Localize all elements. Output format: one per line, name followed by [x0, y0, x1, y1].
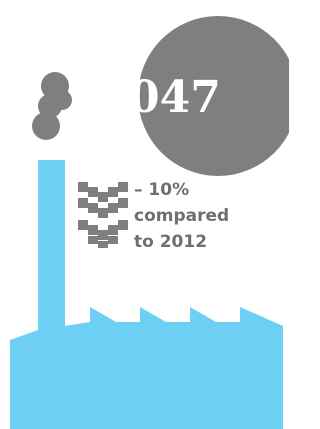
- infographic: 5,047 – 10% compared to 2012: [0, 0, 289, 429]
- comparison-label: compared: [134, 206, 229, 226]
- emission-value: 5,047: [83, 72, 221, 123]
- smoke-puff: [52, 90, 72, 110]
- comparison-label: to 2012: [134, 232, 207, 252]
- factory: [10, 160, 283, 429]
- decrease-icon: [78, 182, 128, 248]
- smoke-puff: [32, 112, 60, 140]
- change-label: – 10%: [134, 180, 189, 200]
